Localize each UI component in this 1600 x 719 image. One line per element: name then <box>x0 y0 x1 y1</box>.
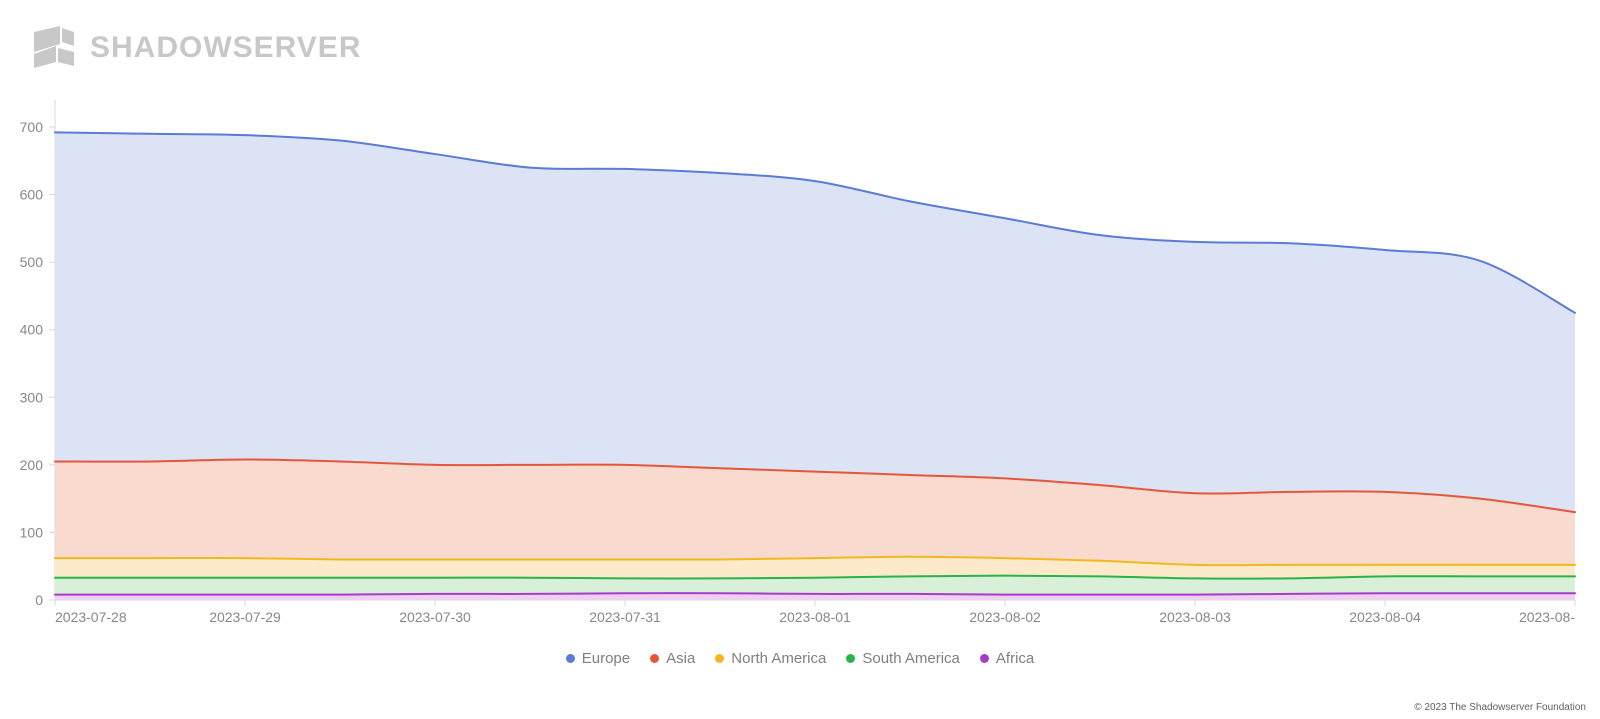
svg-text:2023-07-29: 2023-07-29 <box>209 609 281 625</box>
legend-label: Asia <box>666 650 695 667</box>
legend-label: Africa <box>996 650 1034 667</box>
brand-logo: SHADOWSERVER <box>28 22 361 74</box>
area-chart: 0 100 200 300 400 500 600 700 2023-07-28 2023-07-… <box>0 100 1600 645</box>
svg-text:2023-08-04: 2023-08-04 <box>1349 609 1421 625</box>
svg-text:0: 0 <box>35 592 43 608</box>
legend-dot <box>980 654 989 663</box>
svg-text:2023-08-03: 2023-08-03 <box>1159 609 1231 625</box>
legend-item-europe[interactable]: Europe <box>566 650 630 667</box>
legend-item-asia[interactable]: Asia <box>650 650 695 667</box>
svg-text:700: 700 <box>20 119 44 135</box>
svg-text:600: 600 <box>20 187 44 203</box>
svg-text:2023-08-02: 2023-08-02 <box>969 609 1041 625</box>
svg-text:100: 100 <box>20 524 44 540</box>
legend-item-africa[interactable]: Africa <box>980 650 1034 667</box>
legend-label: North America <box>731 650 826 667</box>
legend-dot <box>846 654 855 663</box>
brand-name: SHADOWSERVER <box>90 31 361 65</box>
svg-text:2023-08-01: 2023-08-01 <box>779 609 851 625</box>
legend-dot <box>650 654 659 663</box>
svg-text:2023-07-28: 2023-07-28 <box>55 609 127 625</box>
legend-item-south-america[interactable]: South America <box>846 650 960 667</box>
svg-text:2023-07-30: 2023-07-30 <box>399 609 471 625</box>
chart-legend: Europe Asia North America South America Afri… <box>0 650 1600 667</box>
legend-item-north-america[interactable]: North America <box>715 650 826 667</box>
svg-text:400: 400 <box>20 322 44 338</box>
shadowserver-icon <box>28 22 80 74</box>
svg-text:2023-07-31: 2023-07-31 <box>589 609 661 625</box>
legend-label: South America <box>862 650 960 667</box>
svg-text:2023-08-: 2023-08- <box>1519 609 1575 625</box>
svg-text:200: 200 <box>20 457 44 473</box>
svg-text:500: 500 <box>20 254 44 270</box>
legend-label: Europe <box>582 650 630 667</box>
copyright-text: © 2023 The Shadowserver Foundation <box>1414 702 1586 713</box>
legend-dot <box>715 654 724 663</box>
area-europe <box>55 132 1575 512</box>
legend-dot <box>566 654 575 663</box>
svg-text:300: 300 <box>20 389 44 405</box>
